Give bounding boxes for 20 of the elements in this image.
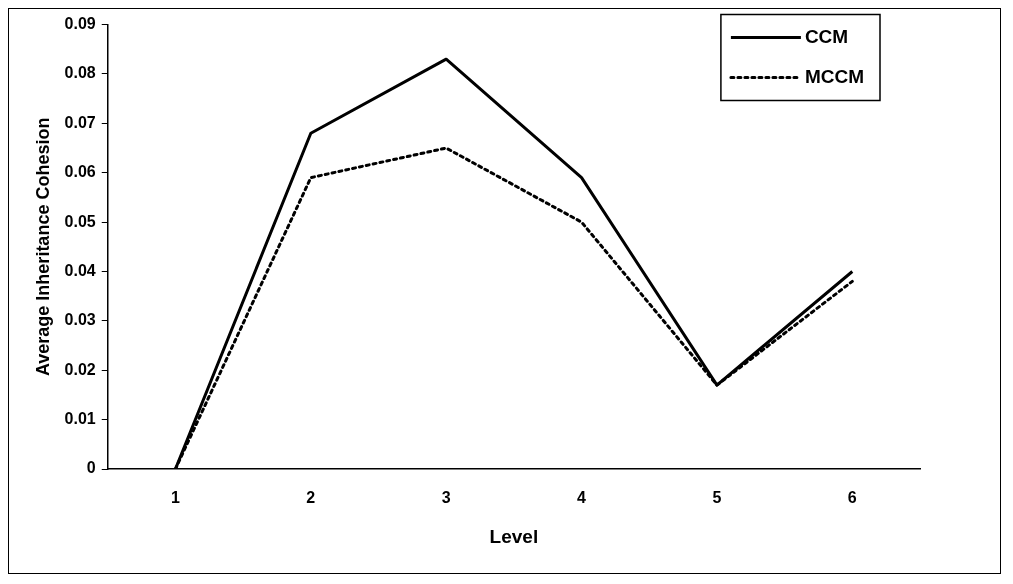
x-tick-label: 1 bbox=[170, 489, 180, 507]
x-tick-label: 2 bbox=[306, 489, 316, 507]
y-tick-label: 0.01 bbox=[64, 410, 96, 428]
legend-label: MCCM bbox=[804, 65, 865, 87]
x-tick-label: 5 bbox=[712, 489, 722, 507]
y-tick-label: 0.02 bbox=[64, 360, 96, 378]
x-axis-title: Level bbox=[489, 525, 539, 547]
y-tick-label: 0 bbox=[86, 459, 96, 477]
legend-label: CCM bbox=[804, 25, 849, 47]
x-tick-label: 6 bbox=[847, 489, 857, 507]
y-tick-label: 0.08 bbox=[64, 64, 96, 82]
y-tick-label: 0.04 bbox=[64, 261, 96, 279]
y-tick-label: 0.05 bbox=[64, 212, 96, 230]
y-tick-label: 0.09 bbox=[64, 15, 96, 33]
y-tick-label: 0.06 bbox=[64, 163, 96, 181]
y-tick-label: 0.03 bbox=[64, 311, 96, 329]
y-tick-label: 0.07 bbox=[64, 113, 96, 131]
x-tick-label: 4 bbox=[577, 489, 587, 507]
y-axis-title: Average Inheritance Cohesion bbox=[32, 117, 53, 377]
x-tick-label: 3 bbox=[441, 489, 451, 507]
